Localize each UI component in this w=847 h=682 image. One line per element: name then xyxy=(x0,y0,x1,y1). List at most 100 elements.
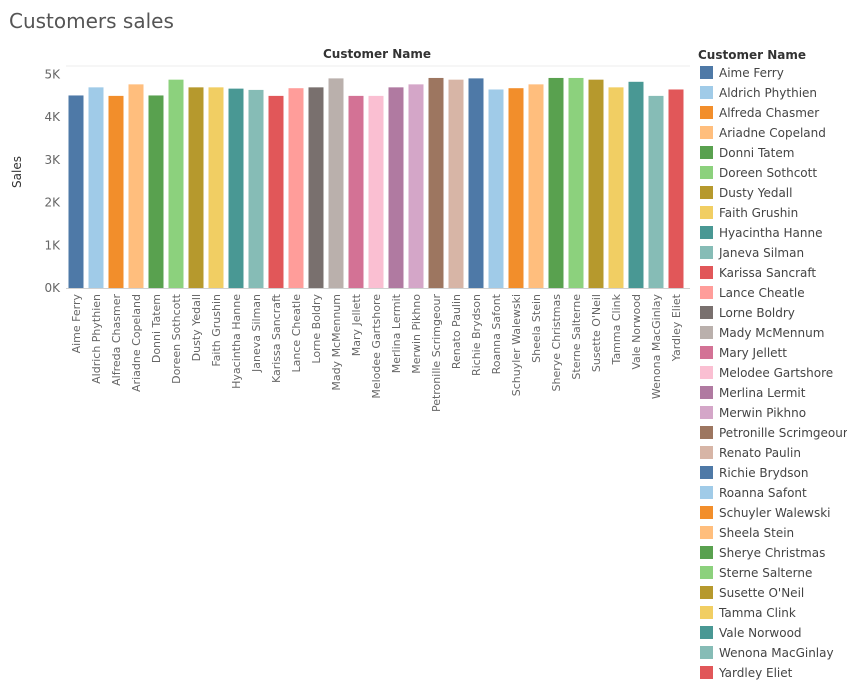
x-tick-label: Merlina Lermit xyxy=(390,293,403,373)
y-tick-label: 5K xyxy=(44,68,61,82)
bar[interactable] xyxy=(128,84,144,288)
legend-item[interactable]: Hyacintha Hanne xyxy=(700,226,822,240)
bar[interactable] xyxy=(388,87,404,288)
legend-label: Doreen Sothcott xyxy=(719,166,817,180)
bar[interactable] xyxy=(108,95,124,288)
bar[interactable] xyxy=(208,87,224,288)
legend-item[interactable]: Karissa Sancraft xyxy=(700,266,816,280)
legend-item[interactable]: Roanna Safont xyxy=(700,486,807,500)
legend-item[interactable]: Vale Norwood xyxy=(700,626,802,640)
legend-item[interactable]: Donni Tatem xyxy=(700,146,794,160)
bar[interactable] xyxy=(188,87,204,288)
legend-swatch xyxy=(700,546,713,559)
legend-swatch xyxy=(700,266,713,279)
bar[interactable] xyxy=(248,89,264,289)
legend-label: Wenona MacGinlay xyxy=(719,646,834,660)
legend-label: Sheela Stein xyxy=(719,526,794,540)
bar[interactable] xyxy=(508,88,524,288)
x-tick-label: Petronille Scrimgeour xyxy=(430,294,443,413)
bar[interactable] xyxy=(428,77,444,288)
legend-label: Mady McMennum xyxy=(719,326,824,340)
bar[interactable] xyxy=(408,84,424,288)
legend-swatch xyxy=(700,506,713,519)
legend-item[interactable]: Ariadne Copeland xyxy=(700,126,826,140)
legend-label: Merwin Pikhno xyxy=(719,406,806,420)
page-title: Customers sales xyxy=(9,9,174,33)
bar[interactable] xyxy=(568,77,584,288)
legend-swatch xyxy=(700,666,713,679)
x-tick-label: Hyacintha Hanne xyxy=(230,294,243,389)
x-tick-label: Roanna Safont xyxy=(490,293,503,374)
legend-label: Karissa Sancraft xyxy=(719,266,816,280)
bar[interactable] xyxy=(368,95,384,288)
bar[interactable] xyxy=(528,84,544,288)
bar[interactable] xyxy=(348,95,364,288)
legend-item[interactable]: Sheela Stein xyxy=(700,526,794,540)
legend-swatch xyxy=(700,346,713,359)
legend-item[interactable]: Sterne Salterne xyxy=(700,566,812,580)
legend-label: Ariadne Copeland xyxy=(719,126,826,140)
legend-label: Roanna Safont xyxy=(719,486,807,500)
bar[interactable] xyxy=(488,89,504,288)
bar[interactable] xyxy=(468,78,484,288)
bar[interactable] xyxy=(148,95,164,288)
legend-item[interactable]: Richie Brydson xyxy=(700,466,809,480)
legend-label: Susette O'Neil xyxy=(719,586,804,600)
x-tick-label: Doreen Sothcott xyxy=(170,293,183,384)
legend-item[interactable]: Renato Paulin xyxy=(700,446,801,460)
x-tick-label: Mary Jellett xyxy=(350,293,363,356)
bar[interactable] xyxy=(548,77,564,288)
legend-item[interactable]: Aldrich Phythien xyxy=(700,86,817,100)
bar[interactable] xyxy=(288,88,304,288)
bar[interactable] xyxy=(448,79,464,289)
legend-item[interactable]: Schuyler Walewski xyxy=(700,506,831,520)
legend-swatch xyxy=(700,406,713,419)
legend-item[interactable]: Lorne Boldry xyxy=(700,306,795,320)
legend-item[interactable]: Sherye Christmas xyxy=(700,546,825,560)
bar[interactable] xyxy=(328,78,344,288)
bar[interactable] xyxy=(668,89,684,288)
x-tick-label: Merwin Pikhno xyxy=(410,294,423,374)
legend-item[interactable]: Lance Cheatle xyxy=(700,286,805,300)
bar[interactable] xyxy=(228,88,244,288)
legend-item[interactable]: Merlina Lermit xyxy=(700,386,806,400)
legend-label: Mary Jellett xyxy=(719,346,787,360)
bar[interactable] xyxy=(648,95,664,288)
legend-item[interactable]: Wenona MacGinlay xyxy=(700,646,834,660)
bar[interactable] xyxy=(168,79,184,289)
legend[interactable]: Aime Ferry Aldrich Phythien Alfreda Chasme… xyxy=(700,66,847,680)
legend-item[interactable]: Dusty Yedall xyxy=(700,186,792,200)
legend-item[interactable]: Doreen Sothcott xyxy=(700,166,817,180)
y-tick-label: 4K xyxy=(44,110,61,124)
legend-item[interactable]: Alfreda Chasmer xyxy=(700,106,819,120)
bar[interactable] xyxy=(88,87,104,288)
legend-item[interactable]: Aime Ferry xyxy=(700,66,784,80)
y-axis-title: Sales xyxy=(10,156,24,188)
legend-item[interactable]: Janeva Silman xyxy=(700,246,804,260)
bar[interactable] xyxy=(268,95,284,288)
x-tick-label: Susette O'Neil xyxy=(590,294,603,372)
legend-swatch xyxy=(700,646,713,659)
legend-label: Hyacintha Hanne xyxy=(719,226,822,240)
bar[interactable] xyxy=(68,95,84,288)
legend-swatch xyxy=(700,526,713,539)
legend-item[interactable]: Yardley Eliet xyxy=(700,666,793,680)
legend-item[interactable]: Mary Jellett xyxy=(700,346,787,360)
legend-label: Sherye Christmas xyxy=(719,546,825,560)
legend-item[interactable]: Petronille Scrimgeour xyxy=(700,426,847,440)
legend-item[interactable]: Merwin Pikhno xyxy=(700,406,806,420)
legend-item[interactable]: Tamma Clink xyxy=(700,606,796,620)
bar[interactable] xyxy=(588,79,604,289)
bar[interactable] xyxy=(308,87,324,288)
legend-swatch xyxy=(700,166,713,179)
bar[interactable] xyxy=(628,81,644,289)
legend-item[interactable]: Melodee Gartshore xyxy=(700,366,833,380)
legend-item[interactable]: Faith Grushin xyxy=(700,206,798,220)
legend-swatch xyxy=(700,206,713,219)
legend-item[interactable]: Susette O'Neil xyxy=(700,586,804,600)
legend-item[interactable]: Mady McMennum xyxy=(700,326,824,340)
x-tick-label: Lorne Boldry xyxy=(310,294,323,364)
bar[interactable] xyxy=(608,87,624,288)
x-tick-label: Mady McMennum xyxy=(330,294,343,391)
x-tick-label: Lance Cheatle xyxy=(290,294,303,373)
